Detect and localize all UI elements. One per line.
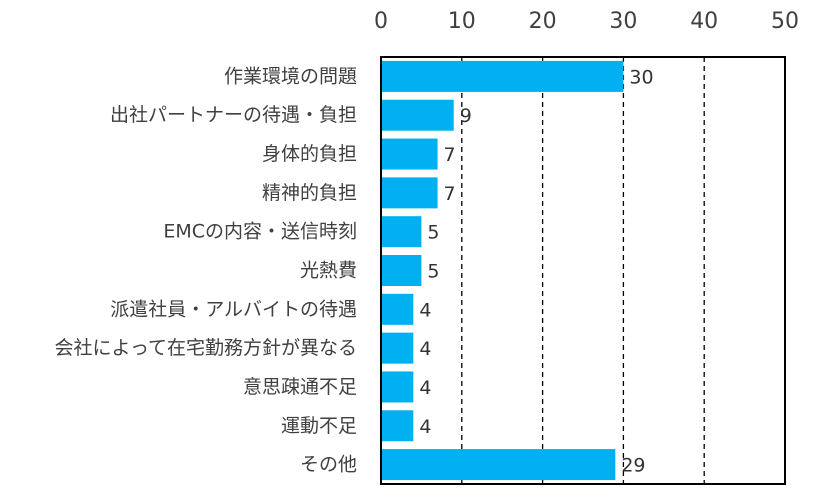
data-label: 29 (621, 455, 645, 477)
category-label: 出社パートナーの待遇・負担 (110, 104, 357, 126)
category-label: 会社によって在宅勤務方針が異なる (55, 337, 357, 359)
x-tick-label: 0 (374, 9, 388, 34)
category-label: 作業環境の問題 (224, 65, 357, 87)
category-label: 運動不足 (281, 415, 357, 437)
x-tick-label: 10 (448, 9, 476, 34)
bar (381, 449, 616, 481)
category-label: EMCの内容・送信時刻 (163, 221, 357, 243)
data-label: 4 (419, 299, 431, 321)
bar (381, 138, 438, 170)
bar (381, 99, 454, 131)
gridlines (461, 57, 705, 484)
data-label: 7 (444, 183, 456, 205)
bar (381, 255, 422, 286)
x-tick-label: 20 (529, 9, 557, 34)
data-label: 30 (629, 66, 653, 88)
x-tick-label: 50 (771, 9, 799, 34)
plot-frame (380, 56, 786, 485)
bar (381, 332, 414, 364)
data-label: 4 (419, 416, 431, 438)
bar (381, 216, 422, 248)
plot-area-border (380, 56, 786, 485)
category-label: 派遣社員・アルバイトの待遇 (110, 298, 357, 320)
data-label: 4 (419, 377, 431, 399)
category-label: 精神的負担 (262, 182, 357, 204)
x-axis-tick-labels: 0 10 20 30 40 50 (374, 9, 799, 34)
bar (381, 410, 414, 442)
category-label: 身体的負担 (262, 143, 357, 165)
bar (381, 293, 414, 325)
bar (381, 371, 414, 403)
category-label: 光熱費 (300, 260, 357, 282)
data-label: 5 (427, 222, 439, 244)
data-label: 4 (419, 338, 431, 360)
data-label: 9 (460, 105, 472, 127)
bar (381, 177, 438, 209)
data-label: 7 (444, 144, 456, 166)
x-tick-label: 30 (609, 9, 637, 34)
bars (381, 60, 624, 481)
bar (381, 60, 624, 92)
category-label: 意思疎通不足 (243, 376, 357, 398)
data-label: 5 (427, 261, 439, 283)
x-tick-label: 40 (690, 9, 718, 34)
category-label: その他 (300, 454, 357, 476)
